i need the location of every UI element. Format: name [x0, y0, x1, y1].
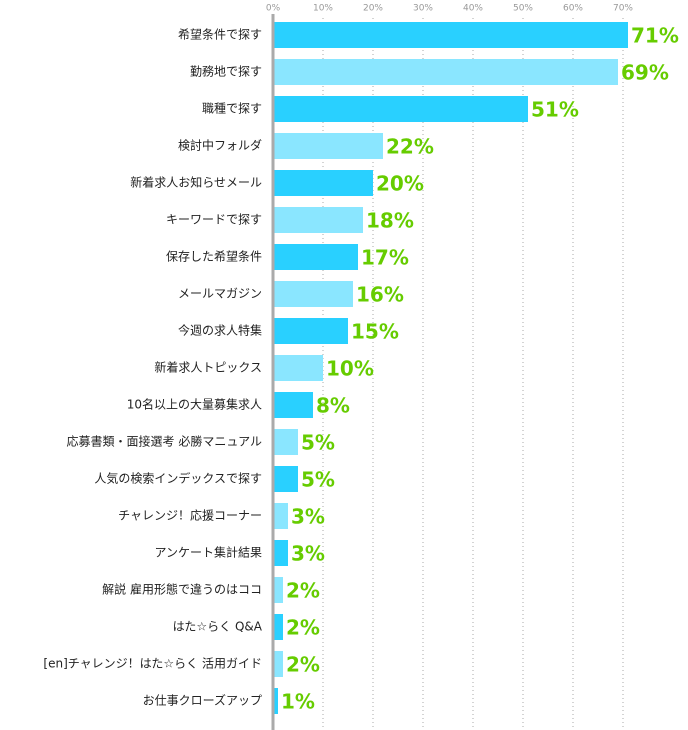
category-label: キーワードで探す	[166, 213, 262, 227]
value-label: 3%	[291, 542, 325, 566]
value-label: 2%	[286, 616, 320, 640]
category-label: チャレンジ！応援コーナー	[118, 509, 262, 523]
x-tick-label: 10%	[313, 4, 333, 14]
bar	[273, 392, 313, 418]
category-label: 職種で探す	[202, 102, 262, 116]
value-label: 15%	[351, 320, 399, 344]
bar	[273, 688, 278, 714]
category-label: [en]チャレンジ！はた☆らく 活用ガイド	[43, 657, 262, 671]
bar	[273, 318, 348, 344]
category-label: メールマガジン	[178, 287, 262, 301]
category-label: アンケート集計結果	[154, 545, 262, 560]
bar	[273, 355, 323, 381]
bar	[273, 170, 373, 196]
value-label: 18%	[366, 209, 414, 233]
category-label: 勤務地で探す	[190, 65, 262, 79]
bar	[273, 503, 288, 529]
value-label: 1%	[281, 690, 315, 714]
value-label: 2%	[286, 579, 320, 603]
value-label: 71%	[631, 24, 679, 48]
category-label: 希望条件で探す	[178, 27, 262, 42]
x-tick-label: 20%	[363, 4, 383, 14]
category-label: 今週の求人特集	[178, 323, 262, 338]
bar	[273, 651, 283, 677]
x-tick-label: 60%	[563, 4, 583, 14]
category-label: 応募書類・面接選考 必勝マニュアル	[67, 434, 262, 449]
bar	[273, 22, 628, 48]
value-label: 2%	[286, 653, 320, 677]
value-label: 5%	[301, 431, 335, 455]
category-label: 検討中フォルダ	[178, 138, 262, 153]
x-tick-label: 30%	[413, 4, 433, 14]
category-label: 新着求人トピックス	[154, 360, 262, 375]
x-tick-label: 40%	[463, 4, 483, 14]
category-label: 新着求人お知らせメール	[130, 175, 262, 190]
category-label: 人気の検索インデックスで探す	[94, 471, 262, 486]
category-label: お仕事クローズアップ	[143, 693, 262, 708]
bar	[273, 429, 298, 455]
bar	[273, 244, 358, 270]
value-label: 5%	[301, 468, 335, 492]
bar	[273, 614, 283, 640]
bar	[273, 281, 353, 307]
value-label: 17%	[361, 246, 409, 270]
bar	[273, 207, 363, 233]
bar	[273, 59, 618, 85]
value-label: 69%	[621, 61, 669, 85]
category-label: 保存した希望条件	[166, 249, 262, 264]
bar	[273, 96, 528, 122]
value-label: 10%	[326, 357, 374, 381]
bar	[273, 540, 288, 566]
bar	[273, 466, 298, 492]
value-label: 20%	[376, 172, 424, 196]
category-label: 解説 雇用形態で違うのはココ	[102, 582, 262, 597]
category-label: 10名以上の大量募集求人	[127, 397, 262, 412]
category-label: はた☆らく Q&A	[173, 620, 263, 634]
value-label: 22%	[386, 135, 434, 159]
x-tick-label: 0%	[266, 4, 281, 14]
x-tick-label: 70%	[613, 4, 633, 14]
bar	[273, 133, 383, 159]
value-label: 16%	[356, 283, 404, 307]
value-label: 3%	[291, 505, 325, 529]
x-tick-label: 50%	[513, 4, 533, 14]
bar	[273, 577, 283, 603]
value-label: 8%	[316, 394, 350, 418]
value-label: 51%	[531, 98, 579, 122]
